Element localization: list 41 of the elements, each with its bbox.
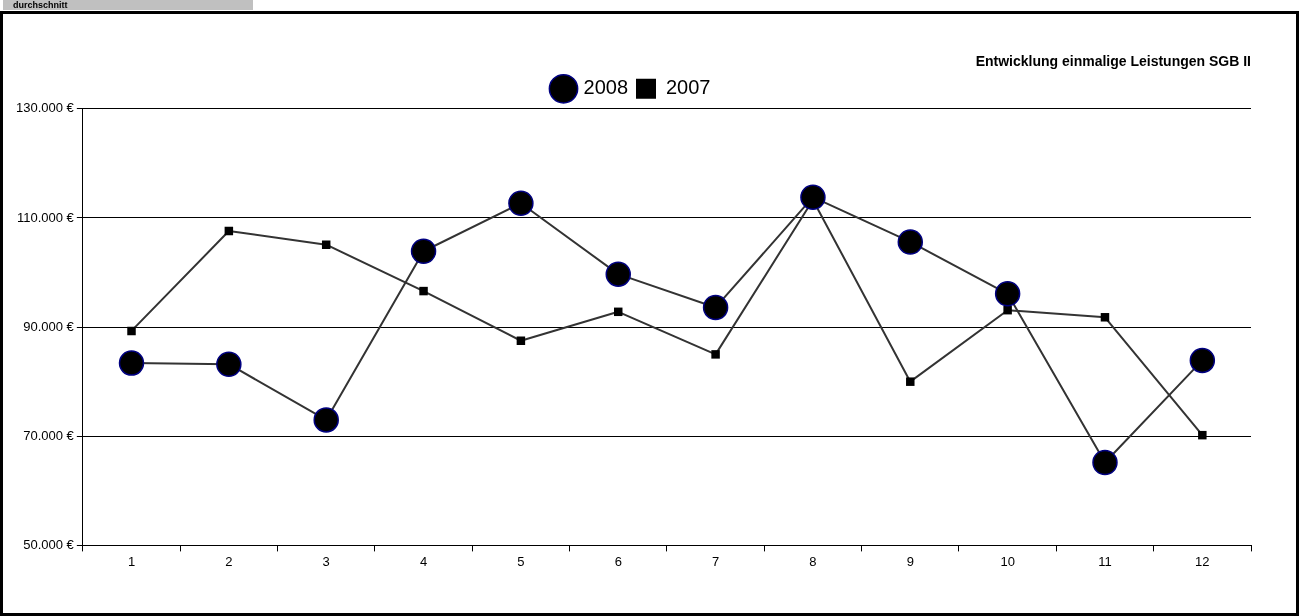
x-tick-label: 7 <box>711 553 720 569</box>
legend-label: 2007 <box>666 76 711 99</box>
point <box>216 351 242 377</box>
text: durchschnitt <box>3 0 253 10</box>
y-tick-label: 90.000 € <box>23 318 75 334</box>
point <box>1092 449 1118 476</box>
point <box>605 261 631 287</box>
point <box>410 238 437 264</box>
x-tick-label: 3 <box>322 553 330 569</box>
point <box>508 190 534 216</box>
point <box>800 184 826 210</box>
point <box>906 377 915 386</box>
point <box>1189 347 1216 374</box>
point <box>702 294 729 321</box>
point <box>897 229 924 255</box>
x-tick-label: 12 <box>1195 553 1210 569</box>
y-tick-label: 130.000 € <box>15 100 75 116</box>
point <box>1003 305 1012 315</box>
point <box>321 240 331 249</box>
x-tick-label: 10 <box>1000 553 1015 569</box>
point <box>1198 430 1207 440</box>
x-tick-label: 8 <box>809 553 817 569</box>
y-tick-label: 50.000 € <box>23 536 75 552</box>
y-tick-label: 110.000 € <box>16 209 75 225</box>
point <box>711 350 720 359</box>
point <box>118 350 145 376</box>
x-tick-label: 4 <box>419 553 428 569</box>
chart-title: Entwicklung einmalige Leistungen SGB II <box>975 53 1251 70</box>
x-tick-label: 5 <box>517 553 525 569</box>
point <box>994 281 1021 307</box>
x-tick-label: 9 <box>906 553 914 569</box>
point <box>1100 313 1110 322</box>
x-tick-label: 2 <box>225 553 233 569</box>
x-tick-label: 11 <box>1098 553 1112 569</box>
point <box>127 326 136 336</box>
point <box>419 286 428 296</box>
x-tick-label: 1 <box>127 553 136 569</box>
x-tick-label: 6 <box>614 553 622 569</box>
point <box>313 407 339 433</box>
legend-label: 2008 <box>583 76 629 99</box>
y-tick-label: 70.000 € <box>23 427 75 443</box>
